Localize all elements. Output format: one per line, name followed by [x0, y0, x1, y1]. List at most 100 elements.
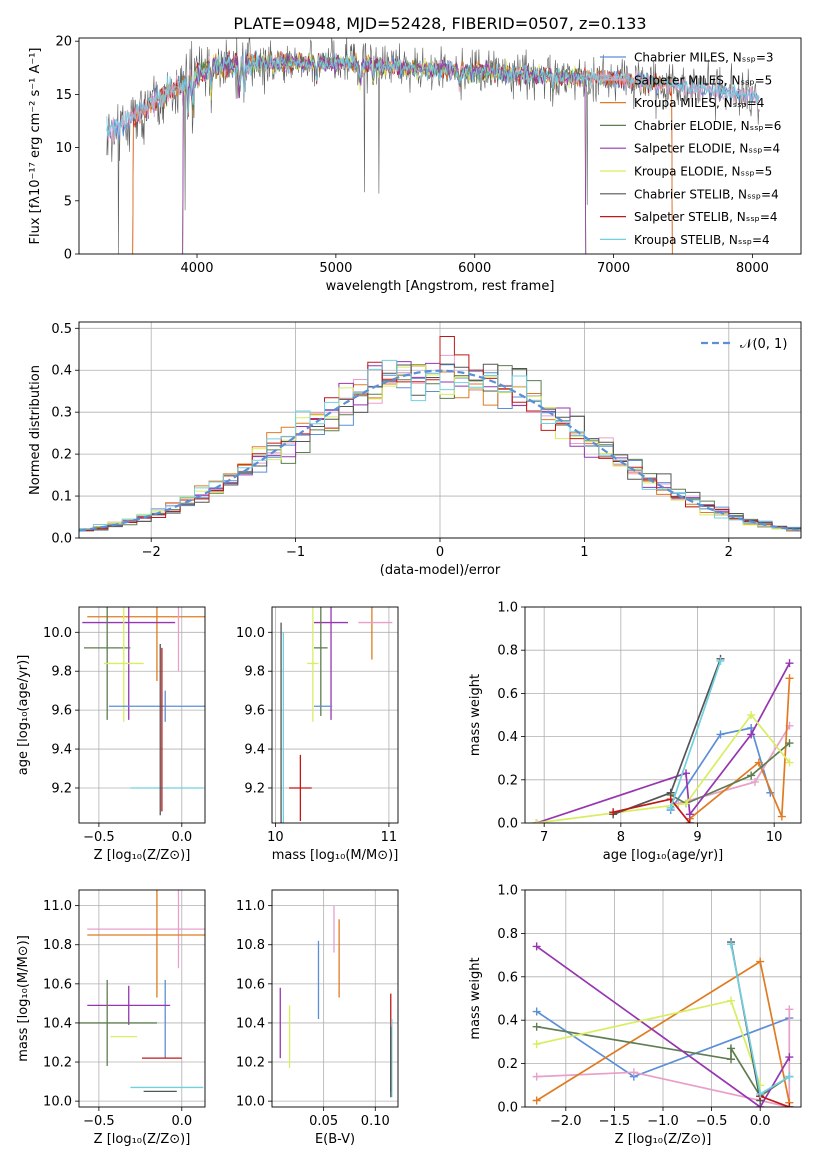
weight-marker	[777, 812, 786, 821]
weight-marker	[666, 803, 675, 812]
x-tick-label: 6000	[458, 261, 491, 276]
grid-mass-vs-ebv	[272, 890, 398, 1107]
y-tick-label: 10.6	[43, 977, 72, 992]
y-axis-label: mass [log₁₀(M/M⊙)]	[16, 935, 31, 1062]
plot-area-age-vs-mass	[280, 607, 393, 823]
x-tick-label: 1	[580, 545, 588, 560]
y-axis-label: Flux [fλ10⁻¹⁷ erg cm⁻² s⁻¹ A⁻¹]	[28, 48, 43, 245]
x-tick-label: 11	[381, 830, 398, 845]
x-tick-label: 0.10	[361, 1114, 390, 1129]
weight-marker	[727, 940, 736, 949]
x-tick-label: 0.0	[750, 1114, 771, 1129]
axes-spectrum: 4000 5000 6000 7000 8000 0 5 10 15 20 wavelength […	[28, 35, 802, 294]
axes-frame	[271, 889, 399, 1108]
y-tick-label: 10.6	[236, 977, 265, 992]
plot-area-weight-vs-age	[532, 654, 794, 823]
x-tick-label: 7000	[597, 261, 630, 276]
axes-frame	[271, 606, 399, 824]
legend-entry: Salpeter ELODIE, Nₛₛₚ=4	[634, 142, 780, 156]
legend-entry: Chabrier MILES, Nₛₛₚ=3	[634, 51, 774, 65]
axes-frame	[524, 606, 802, 824]
y-tick-label: 0	[64, 248, 72, 263]
y-tick-label: 9.2	[244, 781, 265, 796]
weight-marker	[785, 758, 794, 767]
x-tick-label: −2	[142, 545, 161, 560]
frame-spectrum: 4000 5000 6000 7000 8000 0 5 10 15 20 wavelength […	[28, 35, 802, 294]
weight-marker	[727, 996, 736, 1005]
x-axis-label: wavelength [Angstrom, rest frame]	[326, 279, 555, 294]
y-tick-label: 9.2	[51, 781, 72, 796]
frame-mass-vs-ebv: 0.05 0.10 10.0 10.2 10.4 10.6 10.8 11.0 E(B-V)	[236, 889, 399, 1147]
x-tick-label: 7	[540, 830, 548, 845]
x-tick-label: −0.5	[83, 1114, 115, 1129]
axes-age-vs-z: −0.5 0.0 9.2 9.4 9.6 9.8 10.0 Z [log₁₀(Z/Z⊙)] ag…	[16, 606, 206, 863]
y-tick-label: 10.2	[236, 1056, 265, 1071]
axes-frame	[524, 889, 802, 1108]
y-tick-label: 0.4	[497, 730, 518, 745]
x-tick-label: 10	[267, 830, 284, 845]
y-tick-label: 10.0	[43, 1095, 72, 1110]
weight-marker	[785, 1103, 794, 1107]
x-tick-label: 5000	[319, 261, 352, 276]
weight-line	[536, 713, 791, 823]
y-tick-label: 10.4	[43, 1016, 72, 1031]
y-tick-label: 0.4	[51, 364, 72, 379]
weight-marker	[685, 810, 694, 819]
x-tick-label: −2.0	[550, 1114, 582, 1129]
y-tick-label: 0.3	[51, 406, 72, 421]
weight-marker	[682, 769, 690, 778]
x-tick-label: 4000	[180, 261, 213, 276]
y-tick-label: 0.6	[497, 970, 518, 985]
legend-entry: Chabrier STELIB, Nₛₛₚ=4	[634, 187, 779, 201]
weight-marker	[785, 1072, 794, 1081]
weight-marker	[785, 739, 794, 748]
frame-residuals: −2 −1 0 1 2 0.0 0.1 0.2 0.3 0.4 0.5 (data-model)/er…	[28, 321, 802, 578]
weight-marker	[785, 1053, 794, 1062]
histogram-step	[79, 359, 801, 538]
plot-area-weight-vs-z	[532, 938, 794, 1107]
legend-entry: Salpeter MILES, Nₛₛₚ=5	[634, 73, 772, 87]
weight-marker	[532, 942, 541, 951]
y-tick-label: 10.0	[236, 1095, 265, 1110]
y-tick-label: 0.2	[497, 773, 518, 788]
frame-weight-vs-z: −2.0 −1.5 −1.0 −0.5 0.0 0.0 0.2 0.4 0.6 0.8 1.0 Z […	[468, 884, 802, 1147]
weight-marker	[751, 777, 759, 786]
y-tick-label: 9.4	[244, 743, 265, 758]
weight-line	[536, 662, 791, 823]
y-tick-label: 0.0	[51, 532, 72, 547]
x-tick-label: 0.05	[309, 1114, 338, 1129]
x-axis-label: mass [log₁₀(M/M⊙)]	[272, 848, 399, 863]
legend-entry: Salpeter STELIB, Nₛₛₚ=4	[634, 210, 778, 224]
x-tick-label: 2	[725, 545, 733, 560]
weight-marker	[532, 1072, 541, 1081]
y-tick-label: 10.8	[236, 938, 265, 953]
weight-marker	[727, 1055, 736, 1064]
grid-age-vs-z	[79, 607, 205, 823]
normal-curve	[79, 369, 801, 532]
axes-mass-vs-z: −0.5 0.0 10.0 10.2 10.4 10.6 10.8 11.0 Z [log₁₀(…	[16, 889, 206, 1147]
weight-marker	[785, 1005, 794, 1014]
weight-marker	[756, 1089, 765, 1098]
x-axis-label: age [log₁₀(age/yr)]	[603, 848, 724, 863]
y-tick-label: 9.6	[244, 704, 265, 719]
y-axis-label: age [log₁₀(age/yr)]	[16, 655, 31, 776]
legend-residuals: 𝒩(0, 1)	[701, 337, 787, 352]
weight-marker	[756, 957, 765, 966]
plot-area-spectrum	[106, 38, 760, 254]
weight-marker	[609, 808, 618, 817]
axes-frame	[78, 606, 206, 824]
y-tick-label: 5	[64, 194, 72, 209]
weight-marker	[727, 1044, 736, 1053]
y-tick-label: 0.0	[497, 1101, 518, 1116]
spectrum-line	[106, 52, 760, 137]
y-tick-label: 11.0	[236, 899, 265, 914]
legend-entry: Kroupa MILES, Nₛₛₚ=4	[634, 96, 764, 110]
axes-frame	[78, 321, 802, 539]
y-axis-label: Normed distribution	[28, 365, 43, 495]
x-axis-label: E(B-V)	[315, 1132, 355, 1147]
frame-age-vs-z: −0.5 0.0 9.2 9.4 9.6 9.8 10.0 Z [log₁₀(Z/Z⊙)] ag…	[16, 606, 206, 863]
weight-line	[669, 727, 772, 811]
weight-line	[669, 660, 722, 809]
plot-area-age-vs-z	[82, 607, 205, 816]
